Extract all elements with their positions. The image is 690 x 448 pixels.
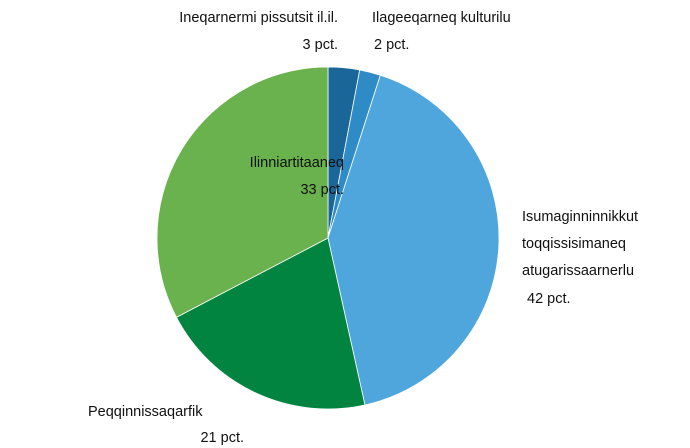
value-label: 33 pct. — [300, 182, 344, 198]
value-label: 42 pct. — [527, 291, 571, 307]
category-label: Ilageeqarneq kulturilu — [372, 10, 511, 26]
category-label: Ineqarnermi pissutsit il.il. — [179, 10, 338, 26]
pie-slice — [327, 74, 500, 406]
value-label: 3 pct. — [302, 37, 338, 53]
value-label: 21 pct. — [200, 430, 244, 446]
pie-slice — [156, 66, 329, 318]
category-label: Peqqinnissaqarfik — [88, 404, 203, 420]
pie-slice — [175, 237, 366, 410]
category-label: Isumaginninnikkut toqqissisimaneq atugar… — [522, 209, 639, 279]
value-label: 2 pct. — [374, 37, 410, 53]
category-label: Ilinniartitaaneq — [249, 155, 344, 171]
